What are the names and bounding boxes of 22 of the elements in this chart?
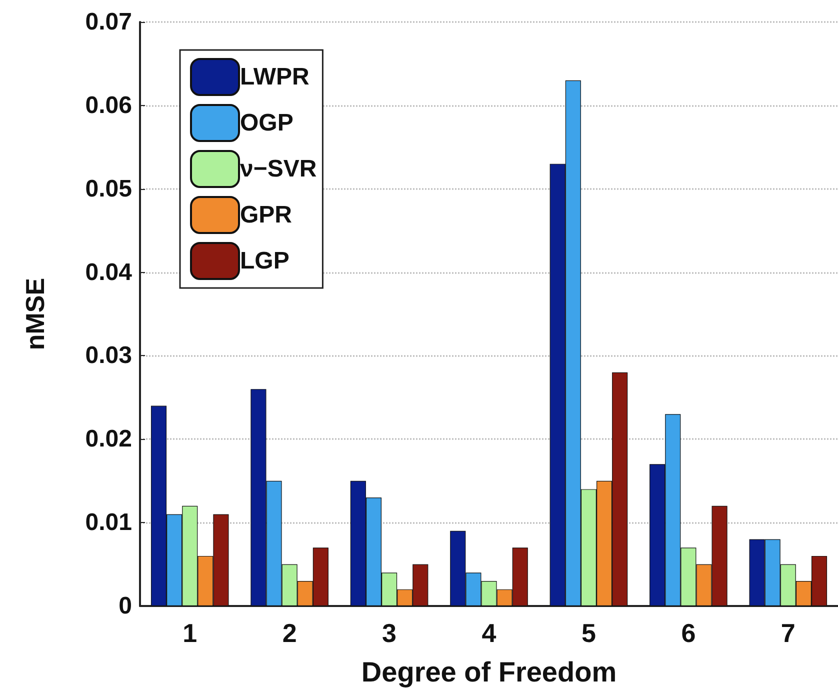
legend-label: LWPR bbox=[240, 64, 310, 90]
y-tick-label: 0.07 bbox=[85, 8, 132, 36]
x-tick-label: 1 bbox=[182, 618, 198, 648]
y-tick-label: 0.02 bbox=[85, 426, 132, 453]
x-axis-title: Degree of Freedom bbox=[361, 656, 617, 688]
legend-label: ν−SVR bbox=[240, 156, 317, 182]
legend-label: OGP bbox=[240, 110, 294, 136]
x-tick-label: 6 bbox=[681, 618, 696, 648]
y-tick-label: 0.01 bbox=[85, 509, 132, 536]
y-axis-title: nMSE bbox=[20, 278, 50, 350]
y-tick-label: 0.04 bbox=[85, 258, 133, 286]
x-tick-label: 3 bbox=[382, 618, 397, 648]
y-tick-label: 0.05 bbox=[85, 175, 132, 202]
x-tick-label: 4 bbox=[482, 618, 497, 648]
x-tick-label: 7 bbox=[780, 618, 796, 648]
y-tick-label: 0.03 bbox=[85, 342, 132, 370]
x-tick-label: 2 bbox=[282, 618, 297, 648]
x-tick-label: 5 bbox=[581, 618, 596, 648]
y-tick-label: 0 bbox=[118, 592, 132, 620]
legend-label: GPR bbox=[240, 202, 292, 228]
y-tick-label: 0.06 bbox=[85, 92, 132, 119]
legend-label: LGP bbox=[240, 248, 290, 274]
